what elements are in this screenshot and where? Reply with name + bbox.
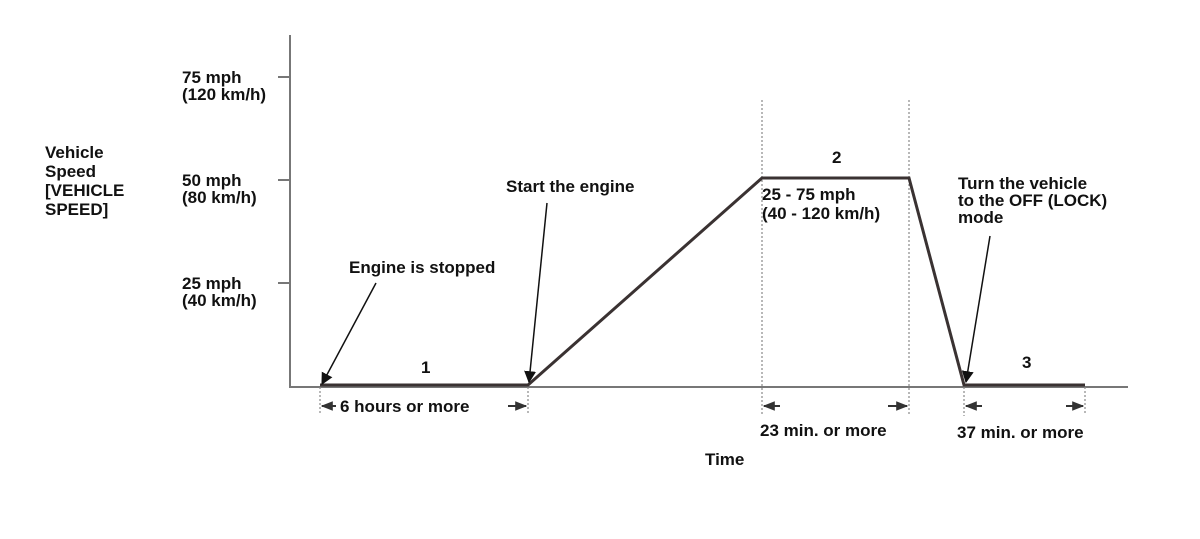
tick-label-mph: 75 mph bbox=[182, 68, 242, 87]
tick-label-kmh: (40 km/h) bbox=[182, 291, 257, 310]
engine-stopped-label: Engine is stopped bbox=[349, 258, 495, 277]
phase-2-range-mph: 25 - 75 mph bbox=[762, 185, 856, 204]
start-engine-label: Start the engine bbox=[506, 177, 634, 196]
turn-off-label-line: Turn the vehicle bbox=[958, 174, 1087, 193]
turn-off-label-line: mode bbox=[958, 208, 1003, 227]
phase-2-range-kmh: (40 - 120 km/h) bbox=[762, 204, 880, 223]
y-axis-label-line: SPEED] bbox=[45, 200, 108, 219]
phase-3-duration: 37 min. or more bbox=[957, 423, 1084, 442]
phase-3-number: 3 bbox=[1022, 353, 1031, 372]
phase-2-number: 2 bbox=[832, 148, 841, 167]
tick-label-kmh: (120 km/h) bbox=[182, 85, 266, 104]
tick-label-mph: 25 mph bbox=[182, 274, 242, 293]
engine-stopped-arrow bbox=[321, 282, 377, 386]
turn-off-arrow bbox=[961, 235, 991, 384]
speed-profile-line bbox=[320, 176, 1085, 387]
x-axis-label: Time bbox=[705, 450, 744, 469]
y-axis-label-line: Speed bbox=[45, 162, 96, 181]
y-axis-label-line: [VEHICLE bbox=[45, 181, 124, 200]
phase-2-duration: 23 min. or more bbox=[760, 421, 887, 440]
phase-1-number: 1 bbox=[421, 358, 430, 377]
start-engine-arrow bbox=[524, 202, 548, 384]
tick-label-kmh: (80 km/h) bbox=[182, 188, 257, 207]
guide-lines bbox=[319, 100, 1086, 416]
y-axis-label-line: Vehicle bbox=[45, 143, 104, 162]
tick-label-mph: 50 mph bbox=[182, 171, 242, 190]
phase-1-duration: 6 hours or more bbox=[340, 397, 469, 416]
turn-off-label-line: to the OFF (LOCK) bbox=[958, 191, 1107, 210]
